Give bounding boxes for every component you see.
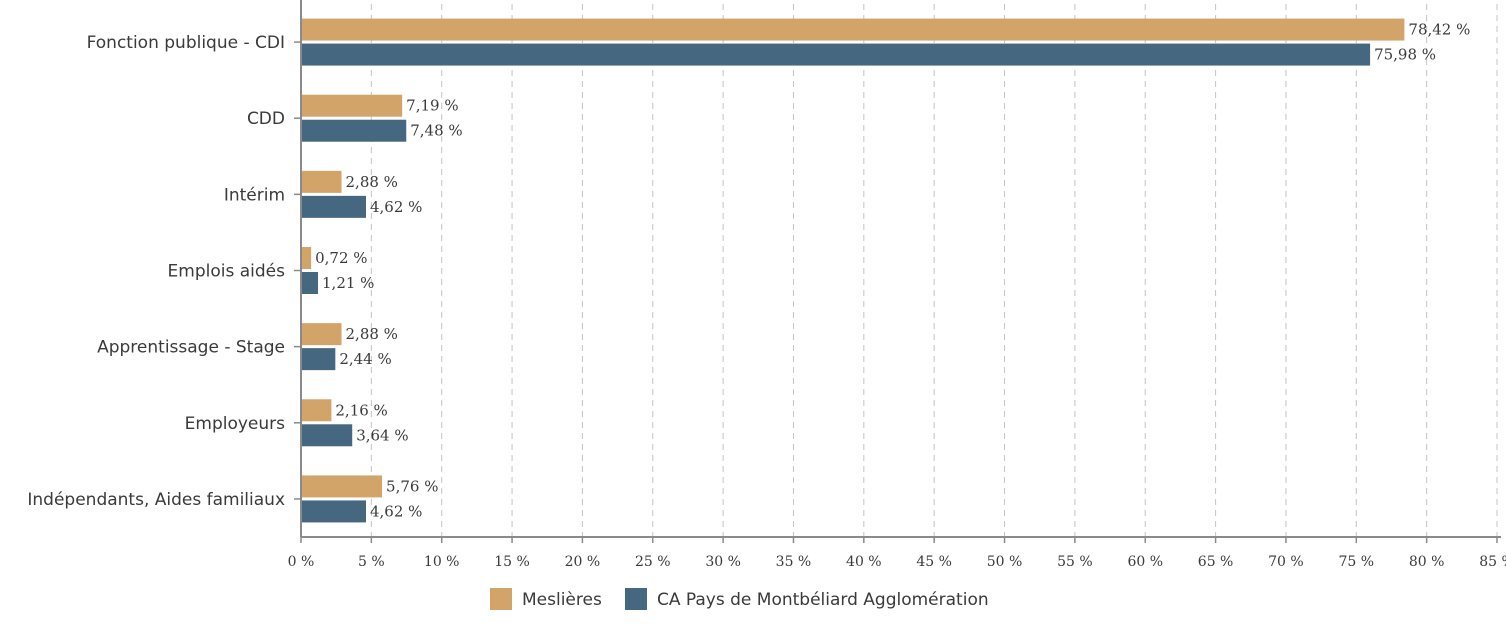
- bar-capma: [302, 348, 336, 371]
- bar-meslieres: [302, 247, 312, 269]
- x-tick-label: 30 %: [705, 554, 741, 570]
- data-label: 4,62 %: [370, 502, 422, 520]
- category-label: Fonction publique - CDI: [87, 33, 285, 53]
- data-label: 7,19 %: [406, 97, 458, 115]
- bar-capma: [302, 119, 407, 142]
- category-label: Indépendants, Aides familiaux: [27, 490, 285, 510]
- bar-capma: [302, 195, 367, 218]
- x-tick-label: 75 %: [1339, 554, 1375, 570]
- data-label: 78,42 %: [1408, 21, 1470, 39]
- bars: [302, 18, 1405, 523]
- grid: [370, 4, 1498, 537]
- x-tick-label: 85 %: [1479, 554, 1506, 570]
- category-label: Emplois aidés: [168, 262, 286, 282]
- data-labels: 78,42 % 75,98 % 7,19 % 7,48 % 2,88 % 4,62 % 0,…: [315, 21, 1470, 521]
- legend-swatch: [490, 588, 512, 610]
- data-label: 5,76 %: [386, 477, 438, 495]
- category-label: Intérim: [224, 185, 285, 205]
- x-tick-label: 0 %: [288, 554, 315, 570]
- axes: 0 % 5 % 10 % 15 % 20 % 25 % 30 % 35 % 40 % 45 % 50…: [27, 0, 1506, 570]
- x-tick-label: 65 %: [1198, 554, 1234, 570]
- bar-meslieres: [302, 94, 403, 117]
- x-tick-label: 20 %: [565, 554, 601, 570]
- x-tick-label: 15 %: [494, 554, 530, 570]
- x-tick-label: 35 %: [776, 554, 812, 570]
- x-tick-label: 50 %: [987, 554, 1023, 570]
- legend-label: Meslières: [522, 590, 602, 610]
- x-tick-label: 80 %: [1409, 554, 1445, 570]
- data-label: 7,48 %: [410, 122, 462, 140]
- bar-capma: [302, 272, 319, 294]
- legend-label: CA Pays de Montbéliard Agglomération: [657, 590, 989, 610]
- data-label: 2,88 %: [346, 173, 398, 191]
- data-label: 4,62 %: [370, 198, 422, 216]
- category-label: Apprentissage - Stage: [97, 338, 285, 358]
- x-tick-label: 55 %: [1057, 554, 1093, 570]
- data-label: 3,64 %: [356, 426, 408, 444]
- x-tick-label: 45 %: [916, 554, 952, 570]
- data-label: 1,21 %: [322, 274, 374, 292]
- x-tick-label: 60 %: [1127, 554, 1163, 570]
- bar-capma: [302, 43, 1371, 66]
- data-label: 75,98 %: [1374, 46, 1436, 64]
- bar-capma: [302, 424, 353, 447]
- category-label: Employeurs: [185, 414, 285, 434]
- x-tick-label: 10 %: [424, 554, 460, 570]
- bar-capma: [302, 500, 367, 523]
- bar-meslieres: [302, 399, 332, 422]
- data-label: 0,72 %: [315, 249, 367, 267]
- bar-meslieres: [302, 475, 383, 498]
- bar-meslieres: [302, 170, 342, 193]
- data-label: 2,44 %: [339, 350, 391, 368]
- bar-meslieres: [302, 323, 342, 346]
- x-tick-label: 25 %: [635, 554, 671, 570]
- legend: Meslières CA Pays de Montbéliard Agglomér…: [490, 588, 989, 610]
- bar-meslieres: [302, 18, 1405, 41]
- legend-swatch: [625, 588, 647, 610]
- category-label: CDD: [247, 109, 285, 129]
- x-tick-label: 40 %: [846, 554, 882, 570]
- data-label: 2,88 %: [346, 325, 398, 343]
- x-tick-label: 70 %: [1268, 554, 1304, 570]
- data-label: 2,16 %: [335, 401, 387, 419]
- x-tick-label: 5 %: [358, 554, 385, 570]
